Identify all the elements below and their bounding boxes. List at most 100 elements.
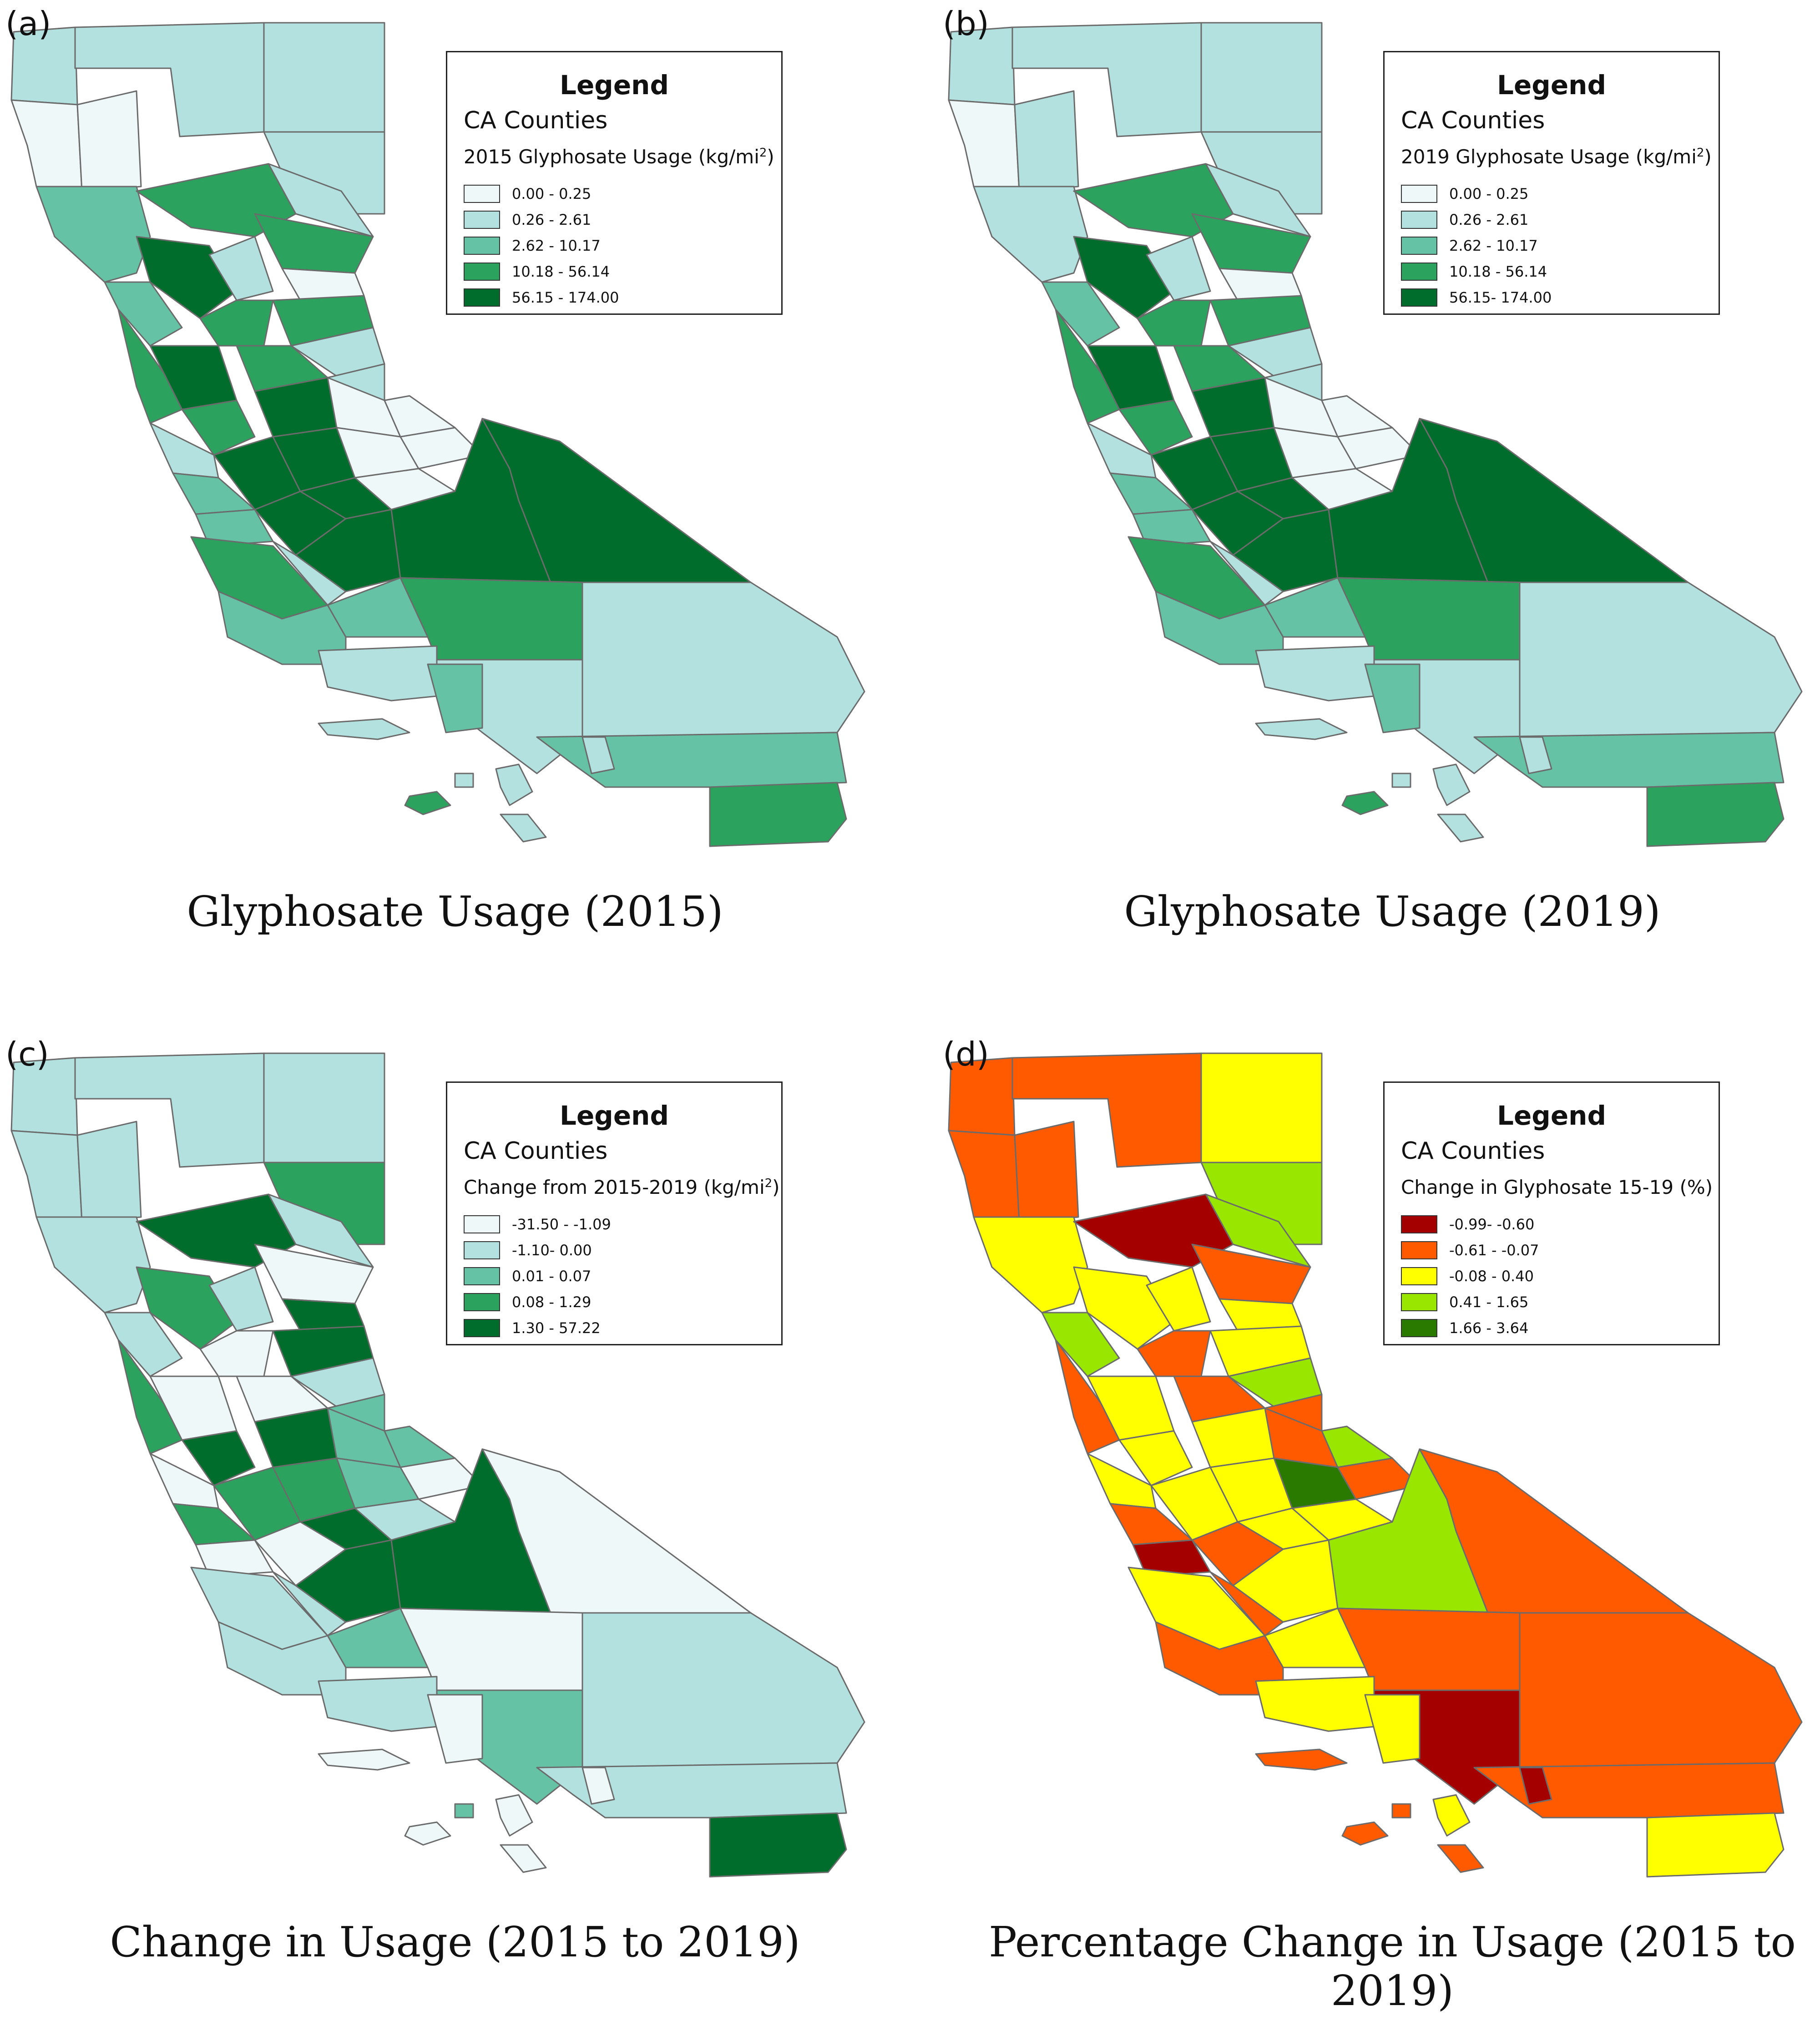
county-region-n4 <box>1200 22 1323 133</box>
legend-swatch <box>1401 1293 1437 1311</box>
county-region-s6 <box>1255 645 1375 702</box>
county-region-n2 <box>948 99 1020 192</box>
legend-class-label: 56.15 - 174.00 <box>512 288 619 306</box>
county-region-i2 <box>1432 763 1471 806</box>
legend-class-row: 56.15 - 174.00 <box>464 284 619 310</box>
legend-swatch <box>1401 262 1437 281</box>
legend-box: Legend CA Counties 2015 Glyphosate Usage (… <box>446 51 783 315</box>
county-region-n6 <box>76 1121 142 1223</box>
legend-class-list: -31.50 - -1.09 -1.10- 0.00 0.01 - 0.07 0.08… <box>464 1211 611 1341</box>
county-region-n2 <box>10 1130 83 1223</box>
county-region-n15 <box>199 299 274 347</box>
legend-class-label: 10.18 - 56.14 <box>1449 263 1547 280</box>
legend-field-name: 2015 Glyphosate Usage (kg/mi2) <box>464 146 774 168</box>
legend-swatch <box>464 262 500 281</box>
legend-title: Legend <box>1497 1100 1606 1131</box>
legend-swatch <box>1401 288 1437 307</box>
california-county-map <box>948 22 1803 847</box>
legend-layer-name: CA Counties <box>464 1137 608 1165</box>
county-region-c1 <box>117 308 183 424</box>
county-region-c2 <box>181 399 256 456</box>
legend-swatch <box>464 1241 500 1259</box>
legend-class-list: 0.00 - 0.25 0.26 - 2.61 2.62 - 10.17 10.18 … <box>1401 181 1552 310</box>
county-region-i3 <box>1391 1803 1411 1819</box>
county-region-s4 <box>1519 581 1803 738</box>
legend-class-row: 10.18 - 56.14 <box>464 258 619 284</box>
legend-class-label: -31.50 - -1.09 <box>512 1215 611 1233</box>
county-region-n12 <box>208 1266 274 1332</box>
county-region-n15 <box>199 1330 274 1377</box>
county-region-i1 <box>1255 718 1348 740</box>
county-region-i3 <box>454 773 474 788</box>
county-region-i6 <box>581 736 615 774</box>
legend-class-label: 0.08 - 1.29 <box>512 1293 592 1311</box>
legend-class-label: 2.62 - 10.17 <box>1449 237 1538 254</box>
legend-swatch <box>464 184 500 203</box>
legend-class-label: -1.10- 0.00 <box>512 1241 592 1259</box>
county-region-n15 <box>1137 1330 1211 1377</box>
county-region-s9 <box>709 782 847 847</box>
county-region-i3 <box>454 1803 474 1819</box>
county-region-s9 <box>1646 782 1785 847</box>
legend-swatch <box>464 1215 500 1233</box>
legend-class-label: -0.08 - 0.40 <box>1449 1267 1534 1285</box>
legend-layer-name: CA Counties <box>1401 1137 1545 1165</box>
county-region-n7 <box>35 186 151 283</box>
map-panel-d: (d) Legend CA Counties Change in Glyphosate… <box>937 1031 1820 2021</box>
panel-letter: (d) <box>943 1035 989 1073</box>
county-region-n13 <box>1218 1298 1302 1332</box>
county-region-n6 <box>76 90 142 192</box>
county-region-s6 <box>318 1676 438 1732</box>
legend-class-label: 0.00 - 0.25 <box>1449 185 1529 202</box>
county-region-n13 <box>281 268 365 301</box>
legend-class-label: 2.62 - 10.17 <box>512 237 601 254</box>
panel-caption: Glyphosate Usage (2015) <box>187 887 723 936</box>
california-county-map <box>10 22 865 847</box>
legend-class-row: 0.26 - 2.61 <box>464 207 619 232</box>
county-region-i1 <box>318 1748 410 1771</box>
legend-field-text: Change in Glyphosate 15-19 (%) <box>1401 1176 1713 1198</box>
county-region-n13 <box>281 1298 365 1332</box>
legend-class-row: 0.26 - 2.61 <box>1401 207 1552 232</box>
legend-title: Legend <box>1497 70 1606 101</box>
legend-box: Legend CA Counties 2019 Glyphosate Usage (… <box>1383 51 1720 315</box>
county-region-n7 <box>35 1216 151 1314</box>
county-region-i4 <box>1341 1821 1389 1846</box>
panel-caption: Glyphosate Usage (2019) <box>1124 887 1661 936</box>
legend-swatch <box>464 236 500 255</box>
county-region-c1 <box>1055 308 1120 424</box>
county-region-i4 <box>404 791 451 815</box>
county-region-n13 <box>1218 268 1302 301</box>
legend-swatch <box>464 1293 500 1311</box>
legend-class-list: -0.99- -0.60 -0.61 - -0.07 -0.08 - 0.40 0.4… <box>1401 1211 1539 1341</box>
panel-caption: Percentage Change in Usage (2015 to 2019… <box>989 1918 1796 2015</box>
legend-field-name: 2019 Glyphosate Usage (kg/mi2) <box>1401 146 1712 168</box>
county-region-c2 <box>1118 1430 1193 1486</box>
county-region-i5 <box>500 1844 547 1873</box>
panel-letter: (a) <box>5 5 51 43</box>
legend-swatch <box>1401 1215 1437 1233</box>
county-region-c1 <box>117 1339 183 1455</box>
legend-field-end: ) <box>772 1176 780 1198</box>
legend-box: Legend CA Counties Change in Glyphosate 15… <box>1383 1081 1720 1345</box>
legend-swatch <box>464 1319 500 1337</box>
panel-caption: Change in Usage (2015 to 2019) <box>110 1918 800 1966</box>
legend-field-name: Change in Glyphosate 15-19 (%) <box>1401 1176 1713 1198</box>
legend-class-label: 0.01 - 0.07 <box>512 1267 592 1285</box>
legend-layer-name: CA Counties <box>464 107 608 134</box>
legend-field-superscript: 2 <box>764 1177 773 1190</box>
county-region-n4 <box>263 22 385 133</box>
county-region-s9 <box>1646 1812 1785 1878</box>
legend-box: Legend CA Counties Change from 2015-2019 (… <box>446 1081 783 1345</box>
panel-letter: (c) <box>5 1035 49 1073</box>
legend-field-superscript: 2 <box>1696 146 1704 160</box>
county-region-n14 <box>1041 281 1120 347</box>
legend-swatch <box>1401 236 1437 255</box>
county-region-n7 <box>973 1216 1088 1314</box>
county-region-s6 <box>318 645 438 702</box>
legend-class-label: 1.30 - 57.22 <box>512 1319 601 1337</box>
county-region-i5 <box>1437 813 1484 843</box>
county-region-s4 <box>1519 1612 1803 1768</box>
county-region-i5 <box>1437 1844 1484 1873</box>
county-region-i2 <box>495 763 533 806</box>
